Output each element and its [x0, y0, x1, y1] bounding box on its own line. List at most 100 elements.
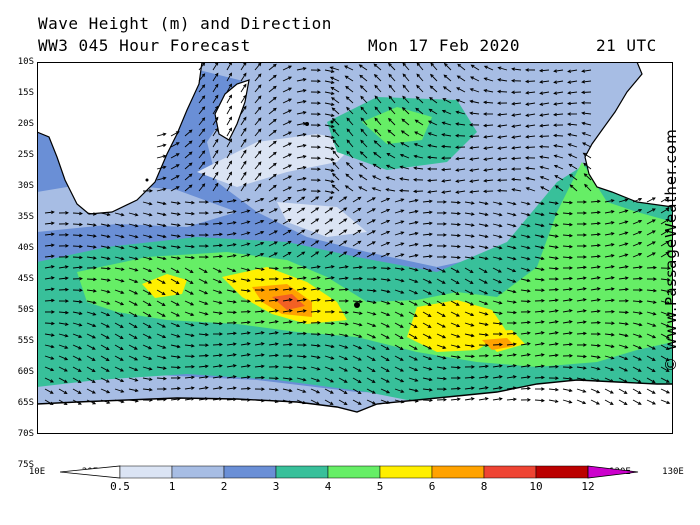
- direction-arrow: [268, 267, 279, 270]
- direction-arrow: [44, 344, 54, 348]
- direction-arrow: [498, 135, 508, 138]
- direction-arrow: [44, 388, 54, 394]
- direction-arrowhead: [204, 375, 209, 379]
- direction-arrowhead: [665, 207, 670, 212]
- direction-arrowhead: [302, 298, 307, 302]
- direction-arrowhead: [360, 95, 364, 100]
- direction-arrow: [324, 251, 333, 258]
- direction-arrowhead: [456, 397, 461, 401]
- direction-arrowhead: [568, 331, 573, 335]
- direction-arrowhead: [399, 346, 404, 351]
- direction-arrowhead: [498, 290, 503, 294]
- direction-arrow: [72, 300, 82, 303]
- direction-arrow: [442, 133, 452, 137]
- direction-arrowhead: [652, 197, 656, 201]
- direction-arrowhead: [177, 376, 181, 380]
- direction-arrow: [366, 333, 376, 339]
- direction-arrowhead: [469, 123, 473, 127]
- direction-arrowhead: [51, 298, 56, 303]
- direction-arrow: [324, 355, 334, 360]
- direction-arrow: [352, 344, 362, 350]
- direction-arrow: [296, 310, 306, 313]
- direction-arrow: [170, 366, 181, 369]
- direction-arrow: [548, 289, 559, 291]
- direction-arrowhead: [302, 187, 307, 192]
- direction-arrowhead: [315, 240, 320, 244]
- direction-arrowhead: [483, 280, 488, 284]
- direction-arrowhead: [275, 287, 280, 292]
- direction-arrow: [156, 366, 166, 369]
- direction-arrow: [604, 399, 614, 405]
- direction-arrow: [310, 251, 319, 258]
- direction-arrowhead: [147, 291, 152, 295]
- direction-arrowhead: [49, 390, 54, 394]
- direction-arrow: [604, 210, 614, 214]
- direction-arrow: [324, 124, 334, 128]
- direction-arrow: [512, 146, 522, 149]
- direction-arrowhead: [583, 222, 588, 226]
- direction-arrowhead: [218, 290, 223, 294]
- direction-arrow: [170, 278, 180, 284]
- direction-arrow: [324, 399, 334, 405]
- direction-arrow: [128, 256, 138, 260]
- direction-arrow: [240, 321, 251, 324]
- direction-arrow: [511, 157, 522, 160]
- direction-arrowhead: [553, 102, 558, 106]
- direction-arrowhead: [261, 375, 265, 380]
- direction-arrow: [338, 355, 348, 360]
- direction-arrowhead: [51, 310, 56, 314]
- direction-arrowhead: [427, 120, 432, 124]
- direction-arrow: [212, 150, 219, 159]
- direction-arrowhead: [120, 290, 125, 294]
- direction-arrowhead: [329, 251, 334, 255]
- direction-arrow: [58, 333, 68, 337]
- direction-arrowhead: [388, 106, 392, 111]
- direction-arrow: [470, 179, 480, 182]
- direction-arrow: [184, 289, 194, 295]
- direction-arrowhead: [430, 73, 434, 78]
- direction-arrowhead: [303, 331, 307, 336]
- direction-arrowhead: [92, 390, 96, 394]
- direction-arrowhead: [190, 333, 195, 338]
- direction-arrow: [554, 175, 564, 181]
- direction-arrowhead: [484, 386, 489, 390]
- direction-arrow: [373, 163, 382, 170]
- direction-arrow: [478, 300, 488, 305]
- direction-arrowhead: [301, 240, 306, 244]
- direction-arrowhead: [416, 73, 421, 78]
- direction-arrowhead: [317, 134, 321, 138]
- direction-arrowhead: [188, 129, 193, 134]
- direction-arrowhead: [597, 332, 602, 336]
- direction-arrow: [590, 277, 600, 280]
- direction-arrow: [324, 218, 333, 225]
- direction-arrowhead: [232, 221, 237, 225]
- direction-arrowhead: [427, 132, 432, 136]
- direction-arrow: [632, 366, 642, 372]
- direction-arrowhead: [456, 355, 461, 359]
- direction-arrowhead: [64, 276, 69, 280]
- direction-arrowhead: [413, 143, 418, 147]
- direction-arrowhead: [50, 210, 55, 214]
- direction-arrowhead: [413, 324, 418, 329]
- direction-arrowhead: [148, 356, 153, 360]
- direction-arrow: [484, 77, 494, 82]
- direction-arrowhead: [91, 346, 96, 350]
- direction-arrow: [44, 333, 54, 336]
- direction-arrow: [100, 333, 110, 339]
- direction-arrowhead: [330, 91, 335, 96]
- direction-arrowhead: [666, 379, 670, 383]
- direction-arrow: [492, 289, 502, 294]
- direction-arrowhead: [120, 399, 125, 404]
- direction-arrow: [226, 267, 236, 272]
- direction-arrow: [268, 320, 278, 324]
- wave-height-map[interactable]: [37, 62, 673, 434]
- direction-arrowhead: [540, 201, 545, 206]
- direction-arrowhead: [652, 335, 657, 339]
- direction-arrowhead: [583, 265, 588, 270]
- direction-arrowhead: [526, 223, 531, 228]
- direction-arrow: [554, 80, 564, 83]
- direction-arrow: [254, 209, 264, 214]
- direction-arrowhead: [246, 375, 251, 379]
- direction-arrowhead: [554, 298, 559, 302]
- direction-arrowhead: [653, 277, 657, 281]
